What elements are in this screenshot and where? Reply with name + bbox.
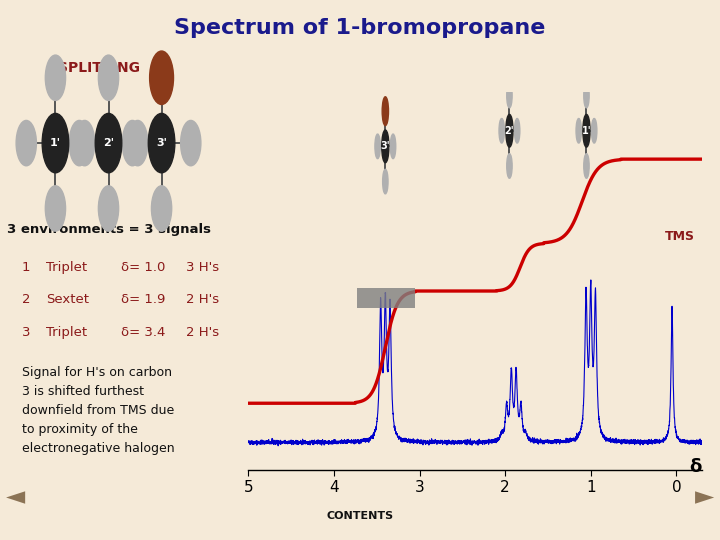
Text: 2 H's: 2 H's: [186, 293, 219, 306]
Text: Triplet: Triplet: [46, 326, 87, 339]
Text: 2': 2': [505, 126, 514, 136]
Circle shape: [382, 169, 388, 194]
Circle shape: [584, 83, 589, 108]
Text: δ= 1.0: δ= 1.0: [120, 261, 165, 274]
Circle shape: [150, 51, 174, 105]
Circle shape: [507, 154, 512, 178]
Text: Signal for H's on carbon
3 is shifted furthest
downfield from TMS due
to proximi: Signal for H's on carbon 3 is shifted fu…: [22, 366, 174, 455]
Circle shape: [148, 113, 175, 173]
Circle shape: [382, 130, 389, 163]
Circle shape: [382, 97, 389, 126]
Circle shape: [576, 118, 582, 143]
Circle shape: [127, 120, 148, 166]
Circle shape: [584, 154, 589, 178]
Circle shape: [95, 113, 122, 173]
Text: 1': 1': [582, 126, 591, 136]
Circle shape: [45, 186, 66, 231]
Circle shape: [592, 118, 597, 143]
Circle shape: [181, 120, 201, 166]
Circle shape: [507, 83, 512, 108]
Text: δ: δ: [689, 458, 701, 476]
Circle shape: [151, 186, 171, 231]
Circle shape: [99, 186, 119, 231]
Text: 1': 1': [50, 138, 61, 148]
Text: 3 H's: 3 H's: [186, 261, 219, 274]
Text: δ= 1.9: δ= 1.9: [120, 293, 165, 306]
Text: 3': 3': [381, 141, 390, 151]
Text: CONTENTS: CONTENTS: [326, 511, 394, 521]
Text: 2: 2: [22, 293, 30, 306]
Circle shape: [375, 134, 380, 159]
Circle shape: [122, 120, 143, 166]
Text: 1: 1: [22, 261, 30, 274]
Text: SPLITTING: SPLITTING: [58, 60, 140, 75]
Text: Sextet: Sextet: [46, 293, 89, 306]
Circle shape: [42, 113, 68, 173]
Bar: [357, 288, 415, 308]
Text: Spectrum of 1-bromopropane: Spectrum of 1-bromopropane: [174, 18, 546, 38]
Circle shape: [506, 114, 513, 147]
Text: 3': 3': [156, 138, 167, 148]
Text: ►: ►: [695, 485, 714, 509]
Text: 3 environments = 3 signals: 3 environments = 3 signals: [6, 223, 210, 236]
Text: TMS: TMS: [665, 230, 696, 243]
Text: 2': 2': [103, 138, 114, 148]
Circle shape: [583, 114, 590, 147]
Circle shape: [45, 55, 66, 100]
Circle shape: [515, 118, 520, 143]
Text: δ= 3.4: δ= 3.4: [120, 326, 165, 339]
Circle shape: [99, 55, 119, 100]
Circle shape: [74, 120, 95, 166]
Text: 2 H's: 2 H's: [186, 326, 219, 339]
Circle shape: [69, 120, 89, 166]
Circle shape: [499, 118, 505, 143]
Text: 3: 3: [22, 326, 30, 339]
Circle shape: [390, 134, 396, 159]
Circle shape: [16, 120, 37, 166]
Text: Triplet: Triplet: [46, 261, 87, 274]
Text: ◄: ◄: [6, 485, 25, 509]
